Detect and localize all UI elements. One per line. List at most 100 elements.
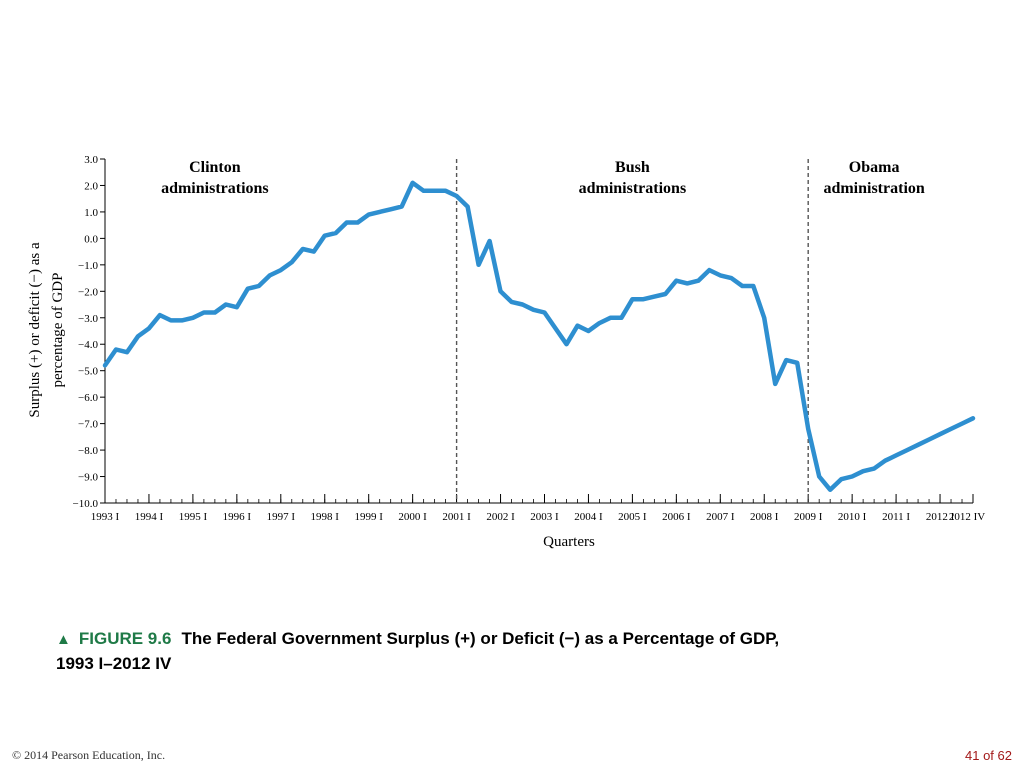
data-point <box>895 454 897 457</box>
data-point <box>609 316 612 319</box>
y-tick-label: −10.0 <box>73 498 99 510</box>
data-point <box>104 364 106 367</box>
x-tick-label: 2001 I <box>442 511 471 523</box>
data-point <box>378 211 381 213</box>
data-point <box>488 240 491 242</box>
data-point <box>323 234 326 237</box>
x-tick-label: 1997 I <box>267 511 296 523</box>
y-axis-label-line2: percentage of GDP <box>50 273 66 388</box>
data-point <box>741 285 744 287</box>
data-point <box>807 428 810 430</box>
y-tick-label: 1.0 <box>84 207 98 219</box>
chart-svg: 3.0 2.0 1.0 0.0 −1.0 −2.0 −3.0 −4.0 −5.0 −6.0 −7.0… <box>27 154 985 550</box>
data-point <box>796 361 799 364</box>
data-point <box>840 478 843 481</box>
x-tick-label: 2011 I <box>882 511 910 523</box>
data-point <box>400 205 403 208</box>
data-point <box>851 475 854 478</box>
x-tick-label: 1995 I <box>179 511 208 523</box>
data-point <box>631 298 634 301</box>
y-axis-label-line1: Surplus (+) or deficit (−) as a <box>27 242 43 418</box>
caption-line2: 1993 I–2012 IV <box>56 654 172 673</box>
data-point <box>664 293 667 295</box>
data-point <box>950 428 952 430</box>
data-point <box>312 250 315 253</box>
data-point <box>499 290 502 293</box>
data-point <box>191 316 194 319</box>
y-tick-label: −4.0 <box>78 339 98 351</box>
y-tick-label: 3.0 <box>84 154 98 166</box>
data-point <box>279 269 282 272</box>
triangle-icon: ▲ <box>56 631 71 648</box>
administration-label: administrations <box>161 180 269 197</box>
administration-label: administrations <box>579 180 687 197</box>
x-tick-label: 2005 I <box>618 511 647 523</box>
data-point <box>389 208 392 211</box>
data-point <box>334 232 337 234</box>
deficit-series-line <box>102 180 976 493</box>
data-point <box>708 269 711 272</box>
data-point <box>565 343 568 346</box>
x-tick-label: 2003 I <box>530 511 559 523</box>
data-point <box>752 285 755 287</box>
page-number: 41 of 62 <box>965 748 1012 763</box>
administration-label: administration <box>823 180 924 197</box>
administration-label: Bush <box>615 159 650 176</box>
data-point <box>576 324 579 327</box>
x-tick-label: 2012 I <box>926 511 955 523</box>
data-point <box>510 300 513 303</box>
y-tick-label: −6.0 <box>78 392 98 404</box>
data-point <box>213 311 216 314</box>
y-tick-label: 2.0 <box>84 180 98 192</box>
data-point <box>686 282 689 285</box>
x-tick-label: 1998 I <box>311 511 340 523</box>
data-point <box>301 248 304 250</box>
data-point <box>367 213 370 216</box>
data-point <box>411 181 414 184</box>
data-point <box>961 422 963 425</box>
data-point <box>829 488 832 491</box>
data-point <box>785 359 788 362</box>
data-point <box>181 319 183 322</box>
x-tick-label: 2000 I <box>398 511 427 523</box>
data-point <box>543 311 546 314</box>
x-tick-label: 2008 I <box>750 511 779 523</box>
data-point <box>653 295 656 298</box>
x-tick-label: 1994 I <box>135 511 164 523</box>
y-tick-label: −5.0 <box>78 366 98 378</box>
figure-caption: ▲ FIGURE 9.6 The Federal Government Surplu… <box>56 627 956 676</box>
data-point <box>939 433 941 436</box>
data-point <box>444 189 447 192</box>
data-point <box>235 306 238 309</box>
y-tick-label: −9.0 <box>78 472 98 484</box>
data-point <box>246 287 249 290</box>
data-point <box>917 443 919 446</box>
data-point <box>928 438 930 441</box>
data-point <box>433 189 436 192</box>
caption-line1: The Federal Government Surplus (+) or De… <box>181 629 780 648</box>
data-point <box>763 316 766 319</box>
data-point <box>774 383 777 385</box>
x-tick-label: 2010 I <box>838 511 867 523</box>
data-point <box>202 311 205 314</box>
x-axis-label: Quarters <box>543 534 595 550</box>
data-point <box>972 417 974 420</box>
data-point <box>422 189 425 192</box>
data-point <box>521 303 524 306</box>
data-point <box>466 205 469 208</box>
data-point <box>356 221 359 224</box>
data-point <box>224 303 227 306</box>
x-tick-label: 2002 I <box>486 511 515 523</box>
y-tick-label: −3.0 <box>78 313 98 325</box>
y-tick-label: −1.0 <box>78 260 98 272</box>
administration-label: Obama <box>849 159 900 176</box>
data-point <box>862 470 865 473</box>
data-point <box>159 314 161 317</box>
data-point <box>642 298 645 301</box>
data-point <box>137 335 139 338</box>
data-point <box>455 195 458 197</box>
data-point <box>884 459 887 462</box>
data-point <box>730 277 733 279</box>
data-point <box>345 221 348 224</box>
x-tick-label: 2009 I <box>794 511 823 523</box>
